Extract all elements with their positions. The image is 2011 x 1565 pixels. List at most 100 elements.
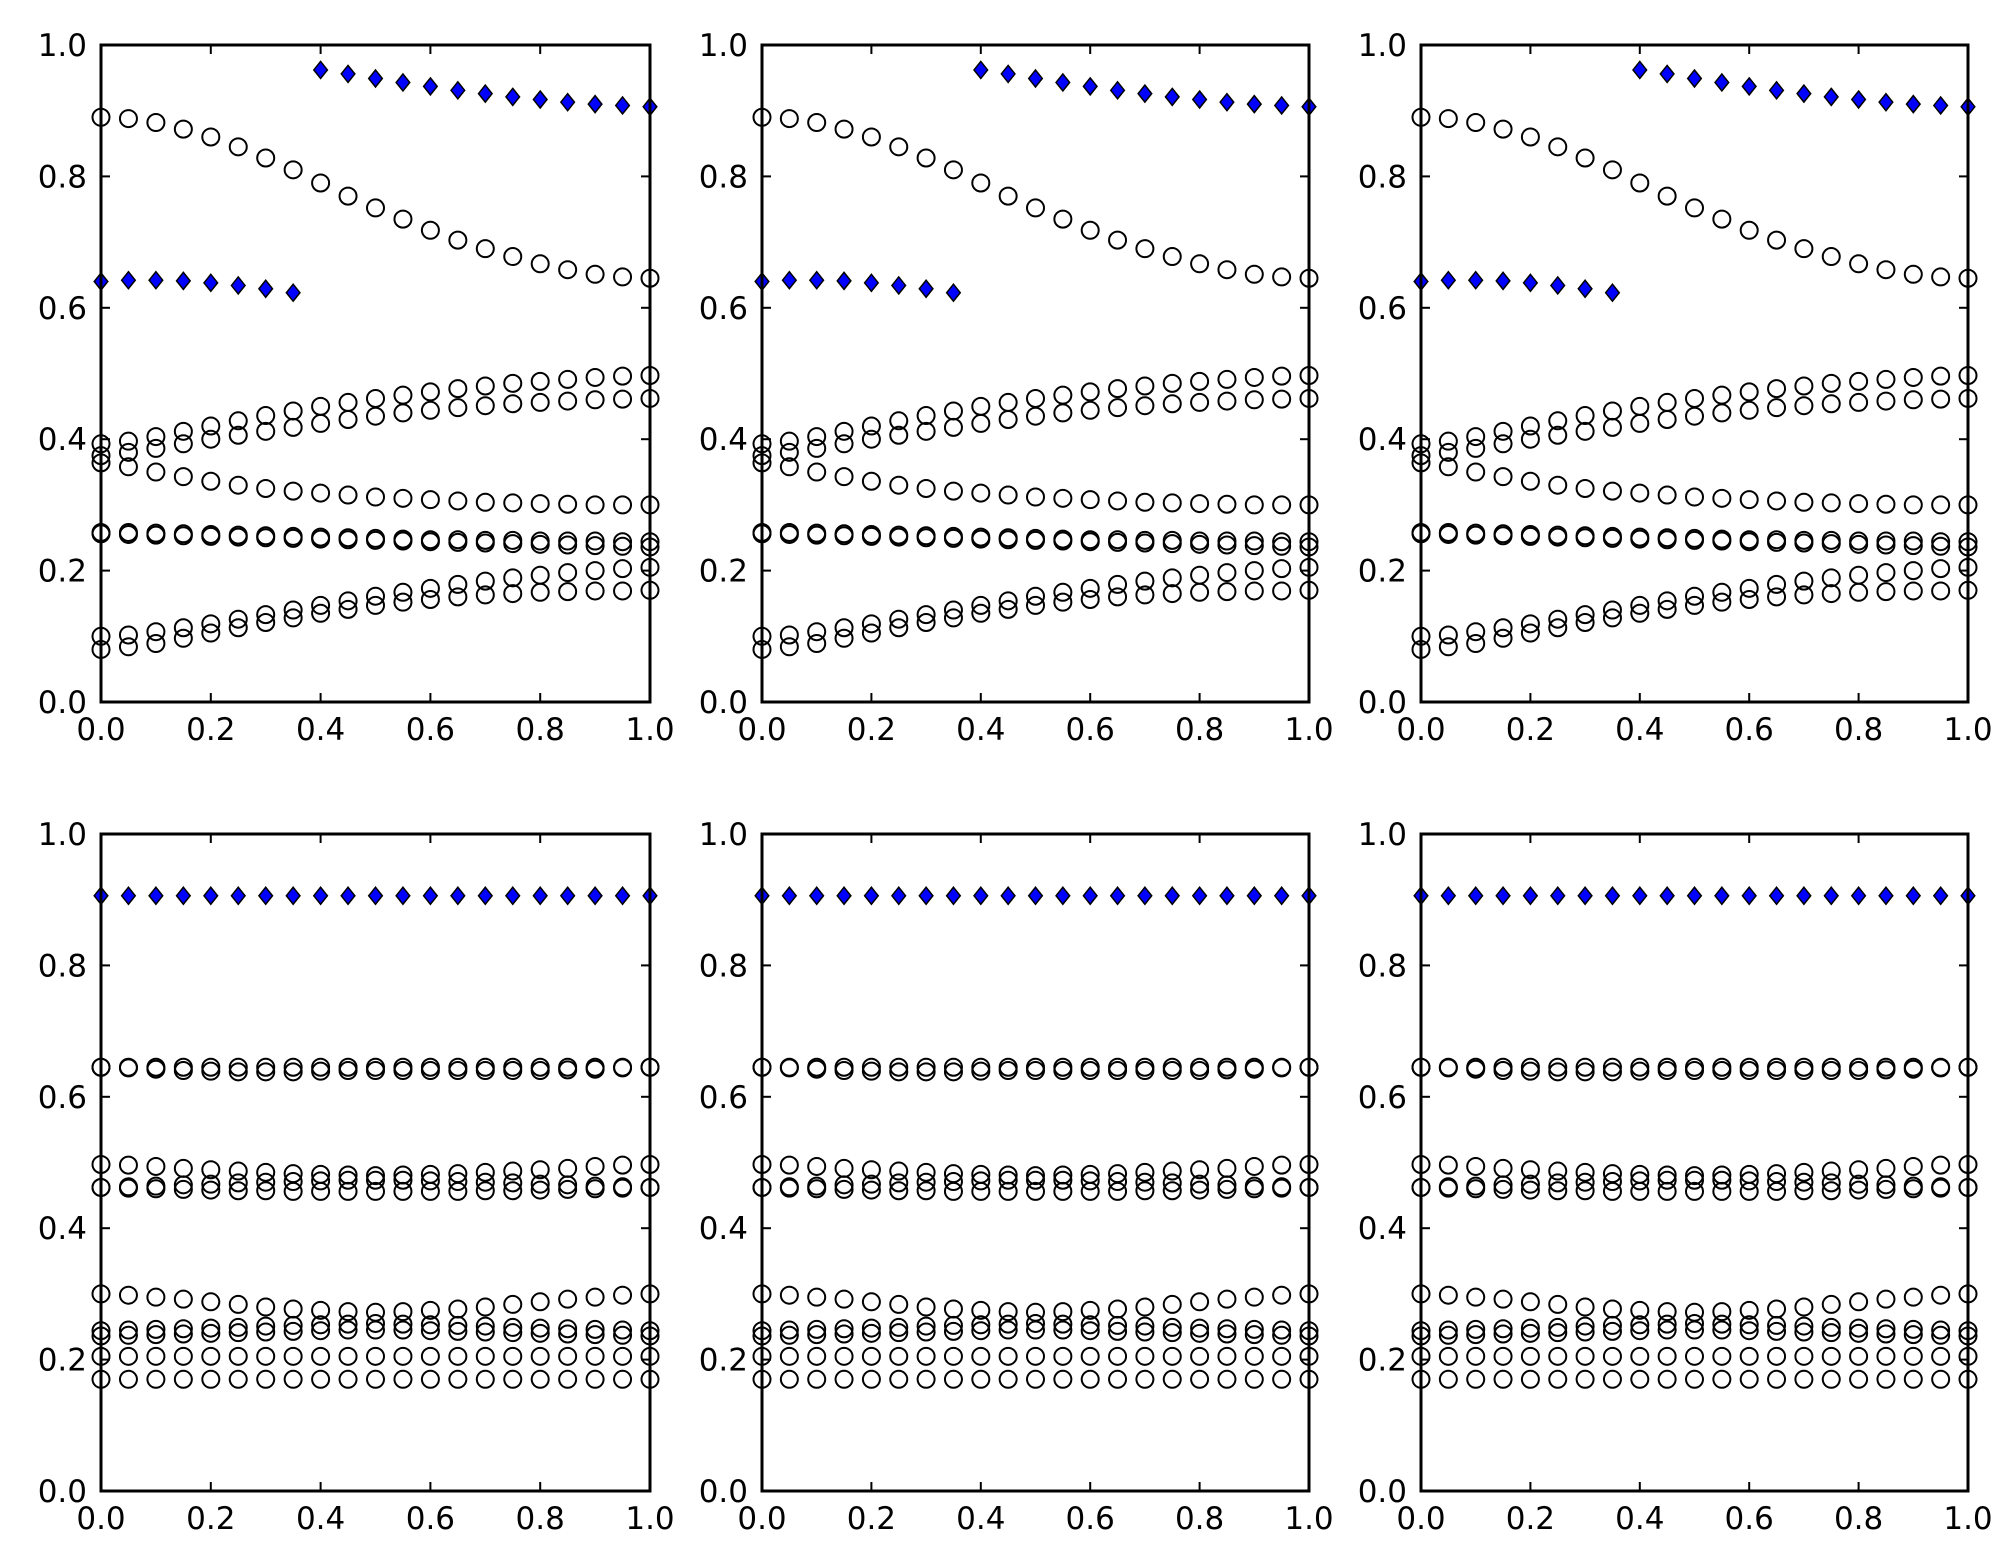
circle-point	[530, 1180, 550, 1200]
circle-point	[1849, 371, 1869, 391]
circle-point	[530, 582, 550, 602]
circle-point	[311, 603, 331, 623]
circle-point	[448, 230, 468, 250]
circle-point	[1849, 1174, 1869, 1194]
circle-point	[1026, 1346, 1045, 1366]
diamond-point	[257, 279, 274, 299]
diamond-point	[1768, 80, 1785, 101]
circle-point	[1931, 1058, 1951, 1078]
circle-point	[943, 608, 963, 628]
circle-point	[420, 1171, 440, 1191]
circle-point	[1272, 536, 1292, 556]
circle-point	[1575, 1369, 1595, 1389]
circle-point	[1190, 1318, 1210, 1338]
circle-point	[807, 1319, 827, 1339]
circle-point	[1493, 1158, 1513, 1178]
circle-point	[256, 1346, 276, 1366]
circle-point	[1272, 532, 1292, 552]
circle-point	[146, 622, 166, 642]
circle-point	[1162, 394, 1182, 414]
circle-point	[613, 536, 633, 556]
circle-point	[1712, 1314, 1732, 1334]
circle-point	[1493, 1175, 1513, 1195]
x-tick-label: 0.0	[737, 712, 786, 748]
circle-point	[585, 1346, 605, 1366]
circle-point	[558, 1060, 578, 1080]
circle-point	[1162, 247, 1182, 267]
circle-point	[420, 1346, 440, 1366]
diamond-point	[504, 87, 521, 107]
circle-point	[779, 524, 799, 544]
circle-point	[1931, 267, 1951, 287]
circle-point	[420, 1321, 440, 1341]
circle-point	[1548, 1173, 1568, 1193]
circle-point	[1026, 487, 1045, 507]
circle-point	[1712, 1346, 1732, 1366]
circle-point	[1520, 1292, 1540, 1312]
circle-point	[585, 1369, 605, 1389]
circle-point	[1876, 1289, 1896, 1309]
circle-point	[420, 382, 440, 402]
circle-point	[1630, 1315, 1650, 1335]
circle-point	[613, 366, 633, 386]
circle-point	[943, 160, 963, 180]
circle-point	[834, 526, 854, 546]
diamond-point	[559, 92, 576, 112]
circle-point	[1767, 1299, 1787, 1319]
diamond-point	[120, 270, 137, 290]
circle-point	[1466, 622, 1486, 642]
y-tick-label: 1.0	[699, 28, 748, 64]
circle-point	[228, 475, 248, 495]
y-tick-label: 0.8	[699, 159, 748, 195]
circle-point	[1053, 1314, 1073, 1334]
y-tick-label: 0.6	[699, 1080, 748, 1116]
circle-point	[1575, 148, 1595, 168]
circle-point	[1630, 173, 1650, 193]
circle-point	[889, 1369, 909, 1389]
circle-point	[1903, 536, 1923, 556]
circle-point	[1272, 1285, 1292, 1305]
circle-point	[558, 563, 578, 583]
circle-point	[1630, 396, 1650, 416]
circle-point	[1053, 1170, 1073, 1190]
circle-point	[1053, 582, 1073, 602]
y-tick-label: 0.8	[38, 159, 87, 195]
circle-point	[256, 1172, 276, 1192]
circle-point	[1685, 595, 1704, 615]
circle-point	[1438, 442, 1458, 462]
circle-point	[173, 618, 193, 638]
circle-point	[1548, 1161, 1568, 1181]
x-tick-label: 1.0	[1284, 712, 1333, 748]
circle-point	[201, 1057, 221, 1077]
x-tick-label: 0.4	[1615, 712, 1664, 748]
circle-point	[228, 1057, 248, 1077]
circle-point	[1630, 603, 1650, 623]
circle-point	[558, 582, 578, 602]
y-tick-label: 0.8	[1358, 159, 1407, 195]
circle-point	[971, 603, 991, 623]
circle-point	[1162, 1369, 1182, 1389]
circle-point	[146, 1369, 166, 1389]
circle-point	[861, 416, 881, 436]
circle-point	[1053, 1181, 1073, 1201]
circle-point	[173, 1369, 193, 1389]
circle-point	[1903, 1287, 1923, 1307]
circle-point	[558, 1346, 578, 1366]
circle-point	[834, 421, 854, 441]
circle-point	[971, 173, 991, 193]
circle-point	[118, 1346, 138, 1366]
y-tick-label: 0.4	[699, 422, 748, 458]
circle-point	[530, 1318, 550, 1338]
circle-point	[1657, 485, 1677, 505]
diamond-point	[918, 886, 934, 906]
circle-point	[311, 529, 331, 549]
circle-point	[1767, 587, 1787, 607]
circle-point	[916, 406, 936, 426]
diamond-point	[1246, 94, 1263, 114]
circle-point	[1931, 581, 1951, 601]
circle-point	[1190, 1323, 1210, 1343]
circle-point	[256, 1297, 276, 1317]
circle-point	[1630, 529, 1650, 549]
circle-point	[971, 1315, 991, 1335]
circle-point	[1931, 1320, 1951, 1340]
